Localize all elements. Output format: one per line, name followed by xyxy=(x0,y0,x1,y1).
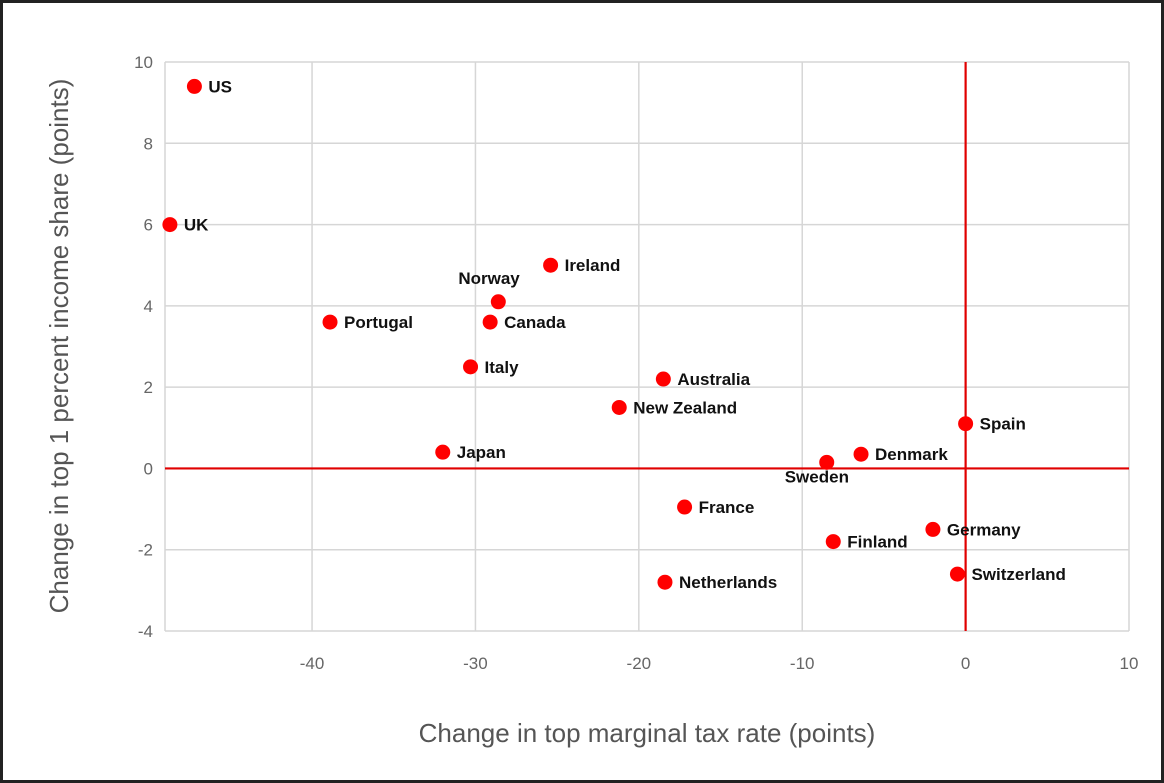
point-label-france: France xyxy=(699,498,755,517)
point-label-uk: UK xyxy=(184,216,209,235)
data-point-germany xyxy=(925,521,941,537)
data-point-portugal xyxy=(322,314,338,330)
data-point-new-zealand xyxy=(611,399,627,415)
data-point-netherlands xyxy=(657,574,673,590)
point-label-netherlands: Netherlands xyxy=(679,573,777,592)
point-label-australia: Australia xyxy=(677,370,750,389)
x-axis-title: Change in top marginal tax rate (points) xyxy=(419,718,876,748)
data-point-denmark xyxy=(853,446,869,462)
data-point-finland xyxy=(825,534,841,550)
y-tick-label: 0 xyxy=(144,459,153,478)
point-label-ireland: Ireland xyxy=(565,256,621,275)
data-point-norway xyxy=(490,294,506,310)
point-label-denmark: Denmark xyxy=(875,445,948,464)
y-tick-label: -2 xyxy=(138,541,153,560)
data-point-uk xyxy=(162,217,178,233)
point-label-us: US xyxy=(208,77,232,96)
data-point-france xyxy=(677,499,693,515)
x-tick-label: 0 xyxy=(961,654,970,673)
y-tick-label: 6 xyxy=(144,216,153,235)
x-tick-label: -10 xyxy=(790,654,815,673)
point-label-finland: Finland xyxy=(847,533,907,552)
x-tick-label: 10 xyxy=(1120,654,1139,673)
x-tick-label: -40 xyxy=(300,654,325,673)
point-label-canada: Canada xyxy=(504,313,566,332)
point-label-switzerland: Switzerland xyxy=(971,565,1065,584)
point-label-norway: Norway xyxy=(458,269,520,288)
y-tick-label: -4 xyxy=(138,622,153,641)
data-points: US UK Ireland Norway Portugal Canada Italy Aust… xyxy=(162,77,1066,592)
point-label-portugal: Portugal xyxy=(344,313,413,332)
data-point-sweden xyxy=(819,454,835,470)
y-tick-label: 10 xyxy=(134,53,153,72)
data-point-switzerland xyxy=(949,566,965,582)
point-label-spain: Spain xyxy=(980,415,1026,434)
data-point-italy xyxy=(463,359,479,375)
data-point-us xyxy=(186,78,202,94)
y-tick-label: 2 xyxy=(144,378,153,397)
x-tick-label: -20 xyxy=(627,654,652,673)
point-label-italy: Italy xyxy=(485,358,520,377)
x-tick-label: -30 xyxy=(463,654,488,673)
y-axis-title: Change in top 1 percent income share (po… xyxy=(44,79,74,614)
grid xyxy=(164,61,1130,632)
data-point-japan xyxy=(435,444,451,460)
data-point-spain xyxy=(958,416,974,432)
data-point-ireland xyxy=(543,257,559,273)
data-point-canada xyxy=(482,314,498,330)
point-label-new-zealand: New Zealand xyxy=(633,398,737,417)
y-tick-label: 4 xyxy=(144,297,153,316)
point-label-sweden: Sweden xyxy=(785,467,849,486)
point-label-japan: Japan xyxy=(457,443,506,462)
point-label-germany: Germany xyxy=(947,520,1021,539)
data-point-australia xyxy=(655,371,671,387)
reference-lines xyxy=(165,62,1129,631)
y-tick-label: 8 xyxy=(144,134,153,153)
